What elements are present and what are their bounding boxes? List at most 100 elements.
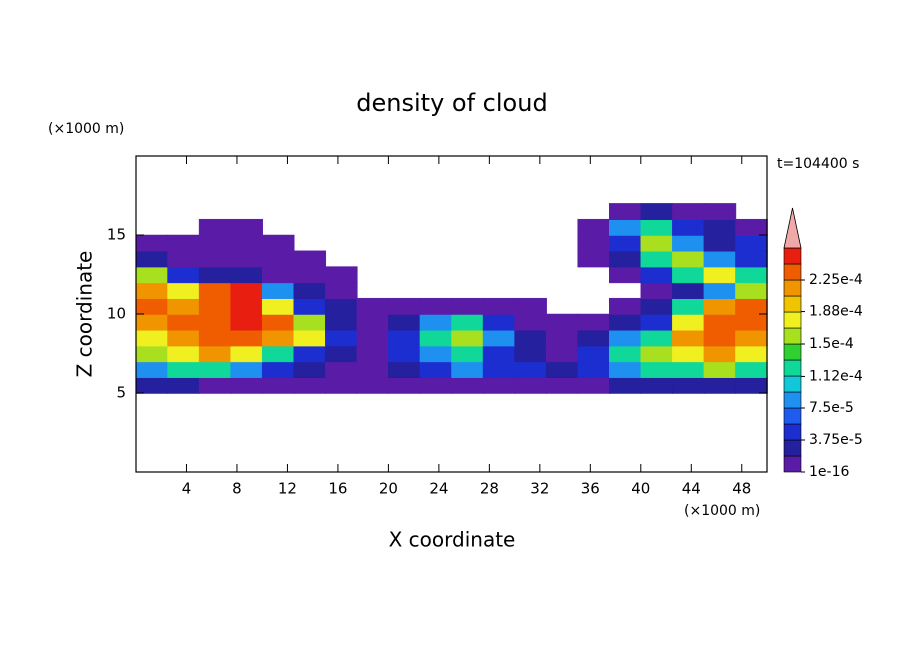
contour-cell xyxy=(577,313,611,331)
colorbar-band xyxy=(783,455,802,473)
contour-cell xyxy=(198,218,232,236)
contour-cell xyxy=(356,313,390,331)
contour-cell xyxy=(451,297,484,315)
colorbar-band xyxy=(783,359,802,377)
contour-cell xyxy=(640,329,674,347)
contour-cell xyxy=(230,313,263,331)
contour-cell xyxy=(261,329,295,347)
contour-cell xyxy=(735,250,768,268)
contour-cell xyxy=(356,376,390,394)
contour-cell xyxy=(135,329,169,347)
colorbar-overflow xyxy=(783,207,802,249)
contour-cell xyxy=(167,250,200,268)
contour-cell xyxy=(293,266,327,284)
colorbar-band xyxy=(783,263,802,281)
contour-cell xyxy=(230,361,263,378)
colorbar-band xyxy=(783,279,802,297)
contour-cell xyxy=(640,234,674,252)
contour-cell xyxy=(672,313,705,331)
contour-cell xyxy=(577,361,611,378)
contour-cell xyxy=(261,250,295,268)
contour-cell xyxy=(293,376,327,394)
x-unit: (×1000 m) xyxy=(684,503,760,519)
contour-cell xyxy=(135,266,169,284)
x-tick-label: 48 xyxy=(732,480,751,498)
contour-cell xyxy=(609,297,642,315)
contour-cell xyxy=(545,313,579,331)
contour-cell xyxy=(451,313,484,331)
contour-cell xyxy=(261,376,295,394)
contour-cell xyxy=(198,250,232,268)
contour-cell xyxy=(640,297,674,315)
contour-cell xyxy=(703,329,737,347)
contour-cell xyxy=(672,345,705,363)
contour-cell xyxy=(545,345,579,363)
contour-cell xyxy=(198,376,232,394)
contour-cell xyxy=(230,234,263,252)
contour-cell xyxy=(261,297,295,315)
contour-cell xyxy=(293,282,327,299)
contour-cell xyxy=(261,266,295,284)
contour-cell xyxy=(198,329,232,347)
contour-cell xyxy=(514,329,547,347)
contour-cell xyxy=(167,282,200,299)
contour-cell xyxy=(640,345,674,363)
contour-cell xyxy=(135,234,169,252)
contour-cell xyxy=(703,313,737,331)
contour-cell xyxy=(545,329,579,347)
contour-cell xyxy=(293,345,327,363)
contour-cell xyxy=(230,282,263,299)
contour-cell xyxy=(735,329,768,347)
contour-cell xyxy=(198,313,232,331)
contour-cell xyxy=(135,376,169,394)
colorbar-band xyxy=(783,423,802,441)
contour-cell xyxy=(609,234,642,252)
contour-cell xyxy=(703,218,737,236)
x-tick-label: 20 xyxy=(379,480,398,498)
contour-cell xyxy=(703,203,737,220)
contour-cell xyxy=(640,376,674,394)
contour-cell xyxy=(609,329,642,347)
colorbar-tick-label: 1.5e-4 xyxy=(809,336,854,352)
contour-cell xyxy=(198,234,232,252)
colorbar-band xyxy=(783,391,802,409)
contour-cell xyxy=(135,250,169,268)
colorbar-tick-label: 1e-16 xyxy=(809,464,849,480)
contour-cell xyxy=(388,376,421,394)
contour-cell xyxy=(672,297,705,315)
y-tick-label: 5 xyxy=(116,384,126,402)
contour-cell xyxy=(198,297,232,315)
contour-cell xyxy=(545,376,579,394)
contour-cell xyxy=(135,361,169,378)
contour-cell xyxy=(735,376,768,394)
contour-cell xyxy=(735,361,768,378)
colorbar-band xyxy=(783,343,802,361)
contour-cell xyxy=(356,329,390,347)
contour-cell xyxy=(735,313,768,331)
x-tick-label: 24 xyxy=(429,480,448,498)
contour-cell xyxy=(672,234,705,252)
contour-cell xyxy=(609,361,642,378)
x-tick-label: 40 xyxy=(631,480,650,498)
contour-cell xyxy=(672,203,705,220)
colorbar-band xyxy=(783,439,802,457)
contour-cell xyxy=(609,250,642,268)
contour-cell xyxy=(198,345,232,363)
x-axis-label: X coordinate xyxy=(389,528,516,552)
contour-cell xyxy=(514,361,547,378)
contour-cell xyxy=(703,266,737,284)
contour-cell xyxy=(451,376,484,394)
contour-cell xyxy=(482,376,516,394)
contour-cell xyxy=(325,329,358,347)
contour-cell xyxy=(135,282,169,299)
x-tick-label: 4 xyxy=(182,480,192,498)
contour-cell xyxy=(230,218,263,236)
colorbar-band xyxy=(783,407,802,425)
contour-cell xyxy=(230,266,263,284)
contour-cell xyxy=(356,345,390,363)
contour-cell xyxy=(419,345,453,363)
x-tick-label: 36 xyxy=(581,480,600,498)
contour-cell xyxy=(293,297,327,315)
contour-cell xyxy=(451,329,484,347)
